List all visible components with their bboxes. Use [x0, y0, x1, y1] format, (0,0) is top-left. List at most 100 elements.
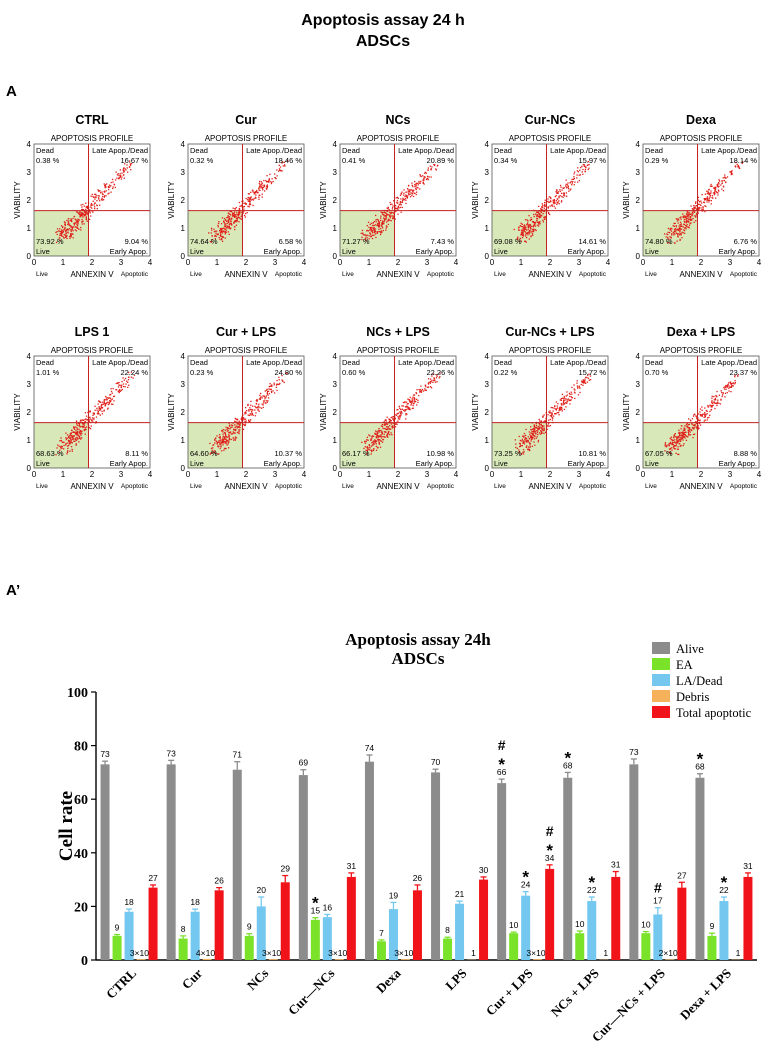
flow-point — [667, 233, 669, 236]
flow-point — [695, 422, 698, 425]
flow-point — [713, 191, 716, 193]
flow-point — [687, 429, 689, 431]
flow-point — [430, 387, 433, 389]
flow-point — [371, 226, 373, 229]
flow-point — [398, 405, 400, 407]
flow-point — [422, 181, 424, 183]
bar-value-label: 4×10⁻¹ — [196, 948, 223, 958]
flow-point — [70, 219, 72, 221]
flow-point — [233, 214, 235, 217]
flow-point — [697, 426, 699, 428]
flow-point — [425, 386, 427, 388]
flow-point — [224, 442, 226, 444]
flow-point — [105, 186, 107, 188]
flow-point — [76, 428, 78, 430]
flow-point — [276, 175, 278, 177]
flow-point — [268, 397, 270, 399]
flow-point — [219, 438, 221, 440]
flow-point — [518, 227, 520, 229]
flow-point — [540, 209, 542, 211]
flow-point — [89, 428, 92, 430]
flow-point — [401, 408, 404, 410]
bar-total-apoptotic — [545, 868, 555, 960]
flow-point — [74, 229, 76, 231]
quadrant-late-value: 22.26 % — [426, 368, 454, 377]
flow-point — [236, 427, 238, 429]
flow-point — [370, 233, 372, 235]
flow-point — [220, 229, 222, 231]
flow-point — [690, 205, 692, 207]
flow-point — [570, 180, 572, 183]
flow-point — [80, 214, 82, 216]
flow-point — [551, 412, 553, 414]
flow-point — [63, 228, 65, 230]
flow-point — [234, 219, 236, 222]
flow-point — [380, 440, 383, 442]
flow-point — [259, 397, 261, 399]
flow-point — [130, 376, 133, 378]
flow-point — [701, 409, 703, 411]
flow-point — [94, 208, 96, 210]
flow-point — [369, 232, 371, 234]
flow-point — [718, 394, 720, 396]
x-category-label: NCs + LPS — [548, 966, 602, 1020]
flow-point — [697, 424, 699, 427]
flow-point — [385, 431, 387, 433]
flow-point — [411, 189, 414, 192]
quadrant-dead-label: Dead — [645, 146, 663, 155]
flow-point — [734, 382, 736, 384]
flow-point — [85, 418, 87, 420]
quadrant-dead-label: Dead — [36, 146, 54, 155]
bar-ea — [178, 938, 188, 960]
flow-point — [98, 400, 100, 402]
flow-point — [526, 440, 529, 442]
flow-point — [374, 439, 377, 442]
flow-point — [666, 233, 668, 235]
flow-point — [668, 444, 670, 446]
flow-point — [698, 208, 700, 210]
flow-point — [550, 201, 552, 203]
x-tick-label: 1 — [519, 470, 524, 479]
flow-point — [380, 431, 383, 433]
flow-point — [120, 174, 122, 177]
flow-point — [684, 215, 686, 217]
flow-point — [419, 389, 421, 391]
flow-point — [69, 442, 71, 444]
flow-point — [281, 379, 283, 381]
x-tick-label: 0 — [641, 258, 646, 267]
y-tick-label: 3 — [485, 380, 490, 389]
x-tick-label: 4 — [757, 258, 762, 267]
flow-point — [266, 388, 268, 390]
flow-point — [218, 440, 220, 442]
flow-point — [684, 429, 686, 431]
flow-point — [216, 442, 218, 444]
flow-point — [586, 376, 588, 379]
flow-point — [77, 212, 79, 214]
flow-point — [92, 211, 94, 213]
flow-point — [529, 226, 531, 229]
y-tick-label: 40 — [74, 847, 88, 862]
flow-point — [411, 189, 413, 191]
flow-point — [569, 395, 571, 398]
flow-point — [260, 184, 262, 186]
bar-value-label: 26 — [413, 873, 423, 883]
flow-point — [247, 197, 249, 199]
flow-point — [415, 398, 418, 400]
flow-point — [683, 220, 685, 223]
flow-point — [521, 452, 523, 455]
flow-point — [128, 166, 131, 168]
flow-point — [711, 404, 713, 407]
flow-point — [78, 432, 81, 434]
flow-point — [711, 400, 713, 402]
flow-point — [690, 219, 692, 221]
flow-point — [408, 399, 410, 401]
flow-point — [84, 428, 86, 431]
flow-point — [77, 430, 79, 432]
flow-point — [569, 393, 571, 395]
flow-point — [542, 415, 544, 417]
flow-point — [76, 221, 79, 223]
flow-point — [217, 224, 219, 227]
flow-point — [244, 424, 246, 427]
flow-point — [728, 382, 730, 384]
flow-point — [417, 187, 419, 189]
